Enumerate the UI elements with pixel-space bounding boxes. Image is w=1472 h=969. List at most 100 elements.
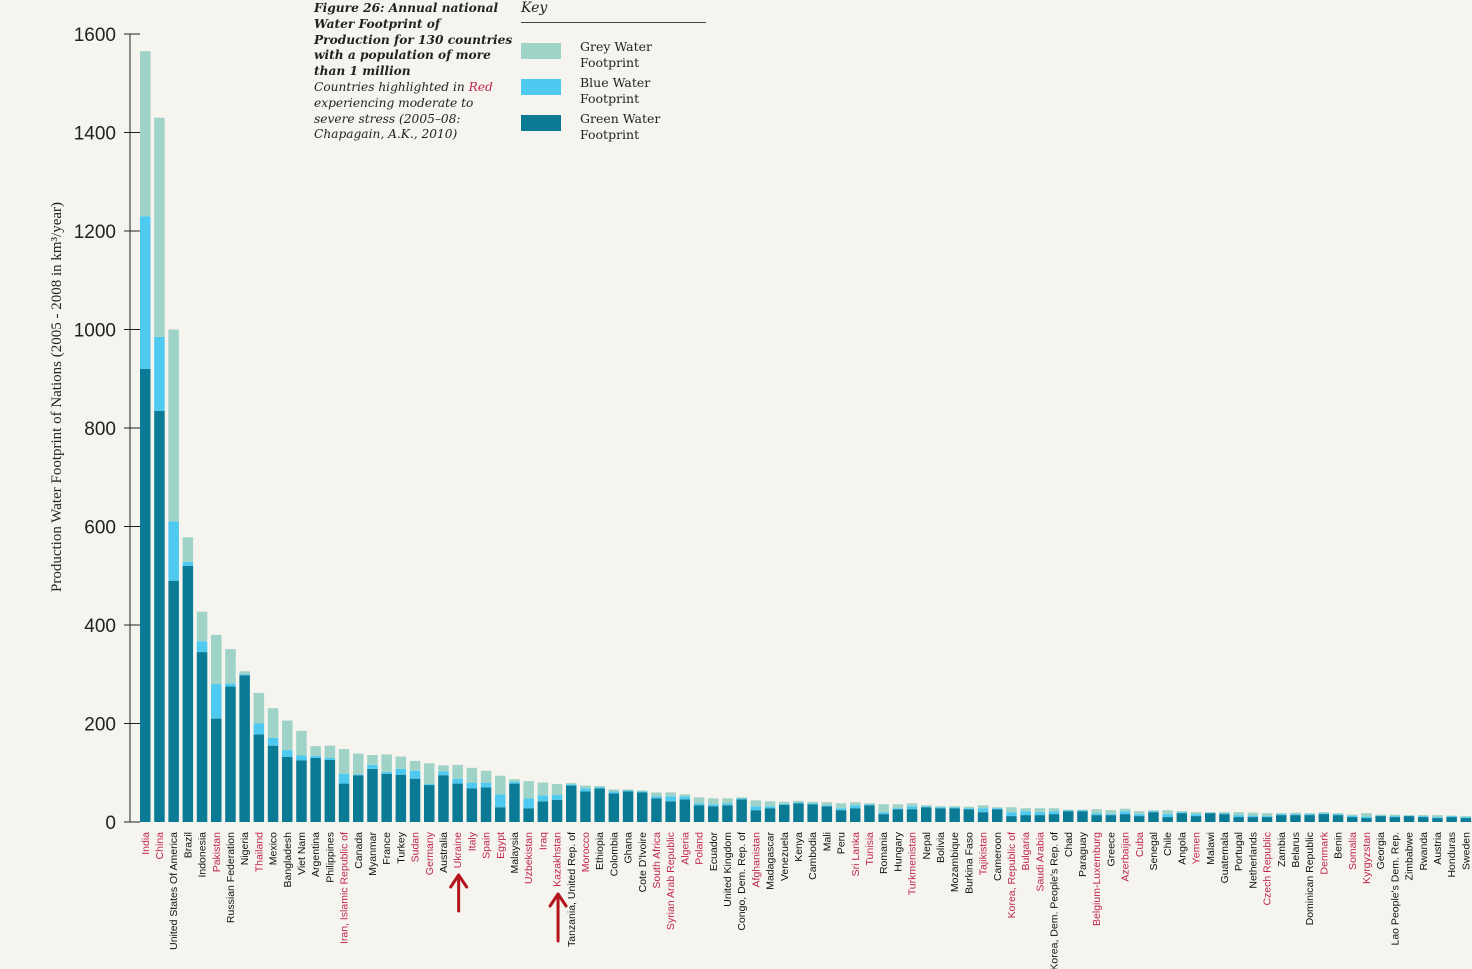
x-tick-label: Malawi [1205,832,1217,865]
bar-blue [239,674,250,676]
bar-stack [1190,812,1202,822]
bar-green [1219,814,1230,822]
x-tick-label: Congo, Dem. Rep. of [736,832,748,931]
bar-grey [324,745,336,758]
bar-green [878,814,889,822]
legend-item-grey: Grey Water Footprint [521,35,706,71]
bar-stack [353,753,364,822]
x-tick-label: Syrian Arab Republic [665,832,677,930]
bar-blue [225,683,236,687]
bar-grey [551,784,563,795]
bar-blue [949,807,960,809]
bar-green [1460,818,1472,822]
bar-grey [253,692,265,724]
bar-stack [196,611,208,822]
x-tick-label: Turkey [395,831,407,863]
bar-green [523,808,534,822]
y-tick-label: 800 [84,419,116,440]
bar-grey [963,806,975,809]
bar-grey [580,785,591,789]
bar-grey [764,801,776,807]
bar-blue [651,796,662,799]
bar-stack [594,786,605,822]
x-tick-label: India [140,832,152,855]
y-tick-label: 600 [84,518,116,539]
bar-blue [338,773,350,784]
bar-blue [637,791,648,793]
bar-green [1446,817,1457,822]
bar-stack [821,802,833,822]
bar-blue [1389,816,1401,818]
bar-blue [708,804,719,807]
bar-green [793,803,804,822]
bar-stack [622,789,634,822]
x-tick-label: Algeria [679,832,691,865]
bar-stack [1403,815,1415,822]
bar-blue [140,216,151,369]
bar-grey [1219,812,1230,814]
bar-grey [1347,814,1358,816]
bar-stack [1276,813,1287,822]
bar-blue [921,806,932,808]
bar-stack [1105,810,1117,822]
legend-swatch-blue [521,79,561,95]
x-tick-label: Venezuela [779,832,791,881]
bar-stack [1063,809,1074,822]
bar-green [949,808,960,822]
legend-title: Key [521,0,706,23]
x-tick-label: Dominican Republic [1304,832,1316,925]
bar-grey [1162,810,1173,815]
bars [140,51,1472,822]
bar-blue [1304,814,1315,816]
x-tick-label: Argentina [310,832,322,877]
bar-blue [608,791,620,794]
bar-stack [1020,808,1031,822]
bar-stack [1446,815,1457,822]
bar-grey [1432,815,1443,818]
bar-stack [906,803,918,822]
bar-stack [921,805,932,822]
bar-grey [864,803,875,805]
bar-stack [395,756,407,822]
bar-green [651,798,662,822]
bar-stack [182,537,194,822]
bar-blue [878,812,889,815]
bar-stack [949,806,960,822]
bar-grey [1389,814,1401,817]
bar-stack [1247,812,1259,822]
bar-stack [424,763,435,822]
bar-grey [807,801,818,804]
x-tick-label: Myanmar [367,832,379,876]
bar-green [637,792,648,822]
bar-grey [296,730,307,756]
bar-green [864,805,875,822]
x-tick-label: Mexico [268,832,280,865]
bar-green [1119,814,1131,822]
x-tick-label: Ecuador [708,831,720,871]
bar-green [1290,815,1301,822]
x-tick-label: Viet Nam [296,832,308,875]
bar-green [1148,812,1159,822]
bar-grey [821,802,833,806]
x-tick-label: Cameroon [992,832,1004,881]
bar-stack [637,790,648,822]
bar-green [722,805,733,822]
bar-blue [977,808,989,813]
x-tick-label: Hungary [892,831,904,871]
bar-stack [651,792,662,822]
x-tick-label: Zimbabwe [1404,832,1416,881]
x-tick-label: Kenya [793,832,805,862]
bar-stack [1006,807,1017,822]
bar-stack [381,754,392,822]
bar-stack [1077,809,1088,822]
bar-grey [211,634,222,685]
bar-blue [807,803,818,805]
bar-green [395,774,407,822]
bar-grey [1134,811,1145,815]
bar-blue [296,755,307,761]
bar-stack [452,764,463,822]
bar-blue [1318,813,1330,815]
bar-stack [1205,812,1216,822]
bar-stack [679,794,691,822]
x-tick-label: Guatemala [1219,832,1231,884]
